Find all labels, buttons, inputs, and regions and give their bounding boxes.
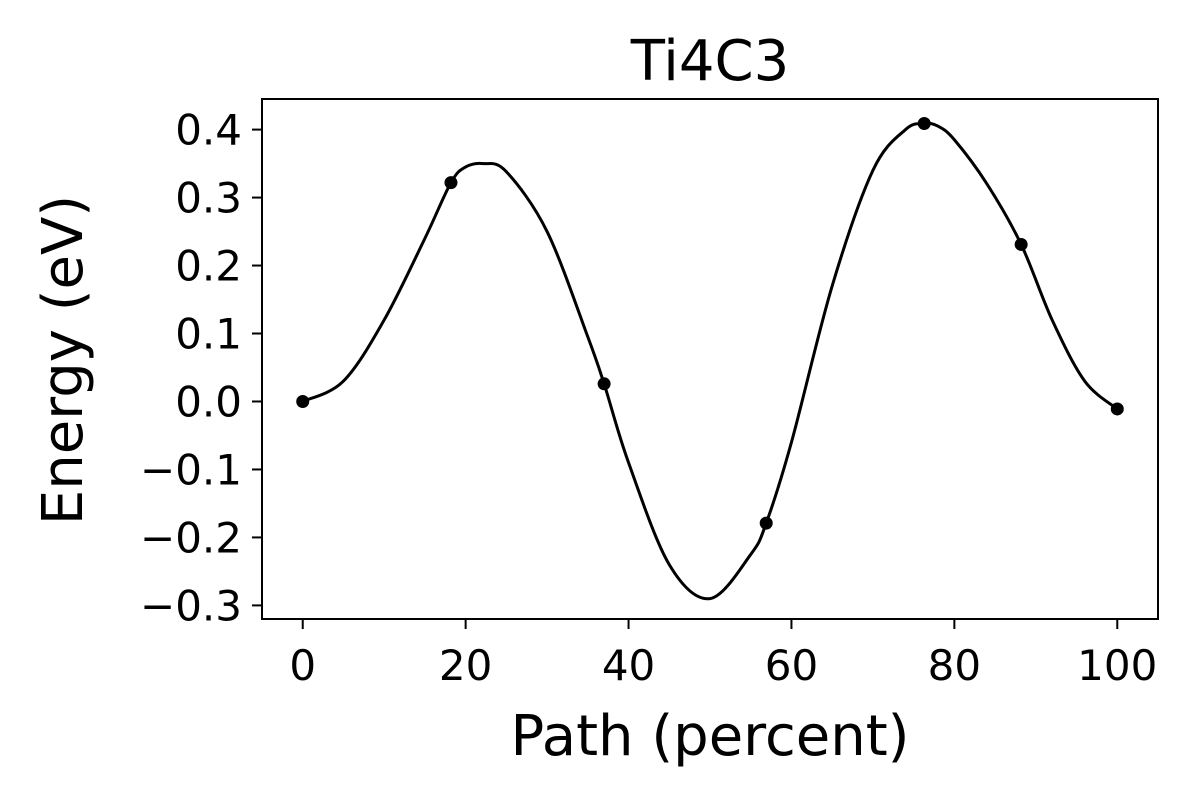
x-axis-label: Path (percent): [511, 704, 910, 769]
y-tick-label: 0.2: [175, 242, 242, 291]
data-point: [597, 377, 611, 391]
axes-ticks: 0 20 40 60 80 100 −0.3 −0.2 −0.1 0.0 0.1 0.2 0.3 0.4: [140, 106, 1157, 690]
data-point: [444, 176, 458, 190]
x-tick-label: 100: [1077, 641, 1157, 690]
data-point: [1014, 237, 1028, 251]
x-tick-label: 20: [439, 641, 492, 690]
data-point: [296, 394, 310, 408]
y-axis-label: Energy (eV): [31, 195, 96, 525]
y-tick-label: −0.2: [140, 513, 242, 562]
plot-area: [261, 98, 1159, 620]
y-tick-label: 0.4: [175, 106, 242, 155]
x-tick-label: 40: [602, 641, 655, 690]
x-tick-label: 60: [765, 641, 818, 690]
chart-title: Ti4C3: [630, 29, 789, 94]
y-tick-label: 0.3: [175, 174, 242, 223]
y-tick-label: −0.1: [140, 445, 242, 494]
y-tick-label: −0.3: [140, 581, 242, 630]
y-tick-label: 0.1: [175, 310, 242, 359]
y-tick-label: 0.0: [175, 377, 242, 426]
data-point: [759, 516, 773, 530]
x-tick-label: 0: [289, 641, 316, 690]
axes-frame: [261, 98, 1159, 620]
data-point: [917, 116, 931, 130]
data-point: [1110, 402, 1124, 416]
x-tick-label: 80: [928, 641, 981, 690]
series-line: [301, 121, 1119, 601]
